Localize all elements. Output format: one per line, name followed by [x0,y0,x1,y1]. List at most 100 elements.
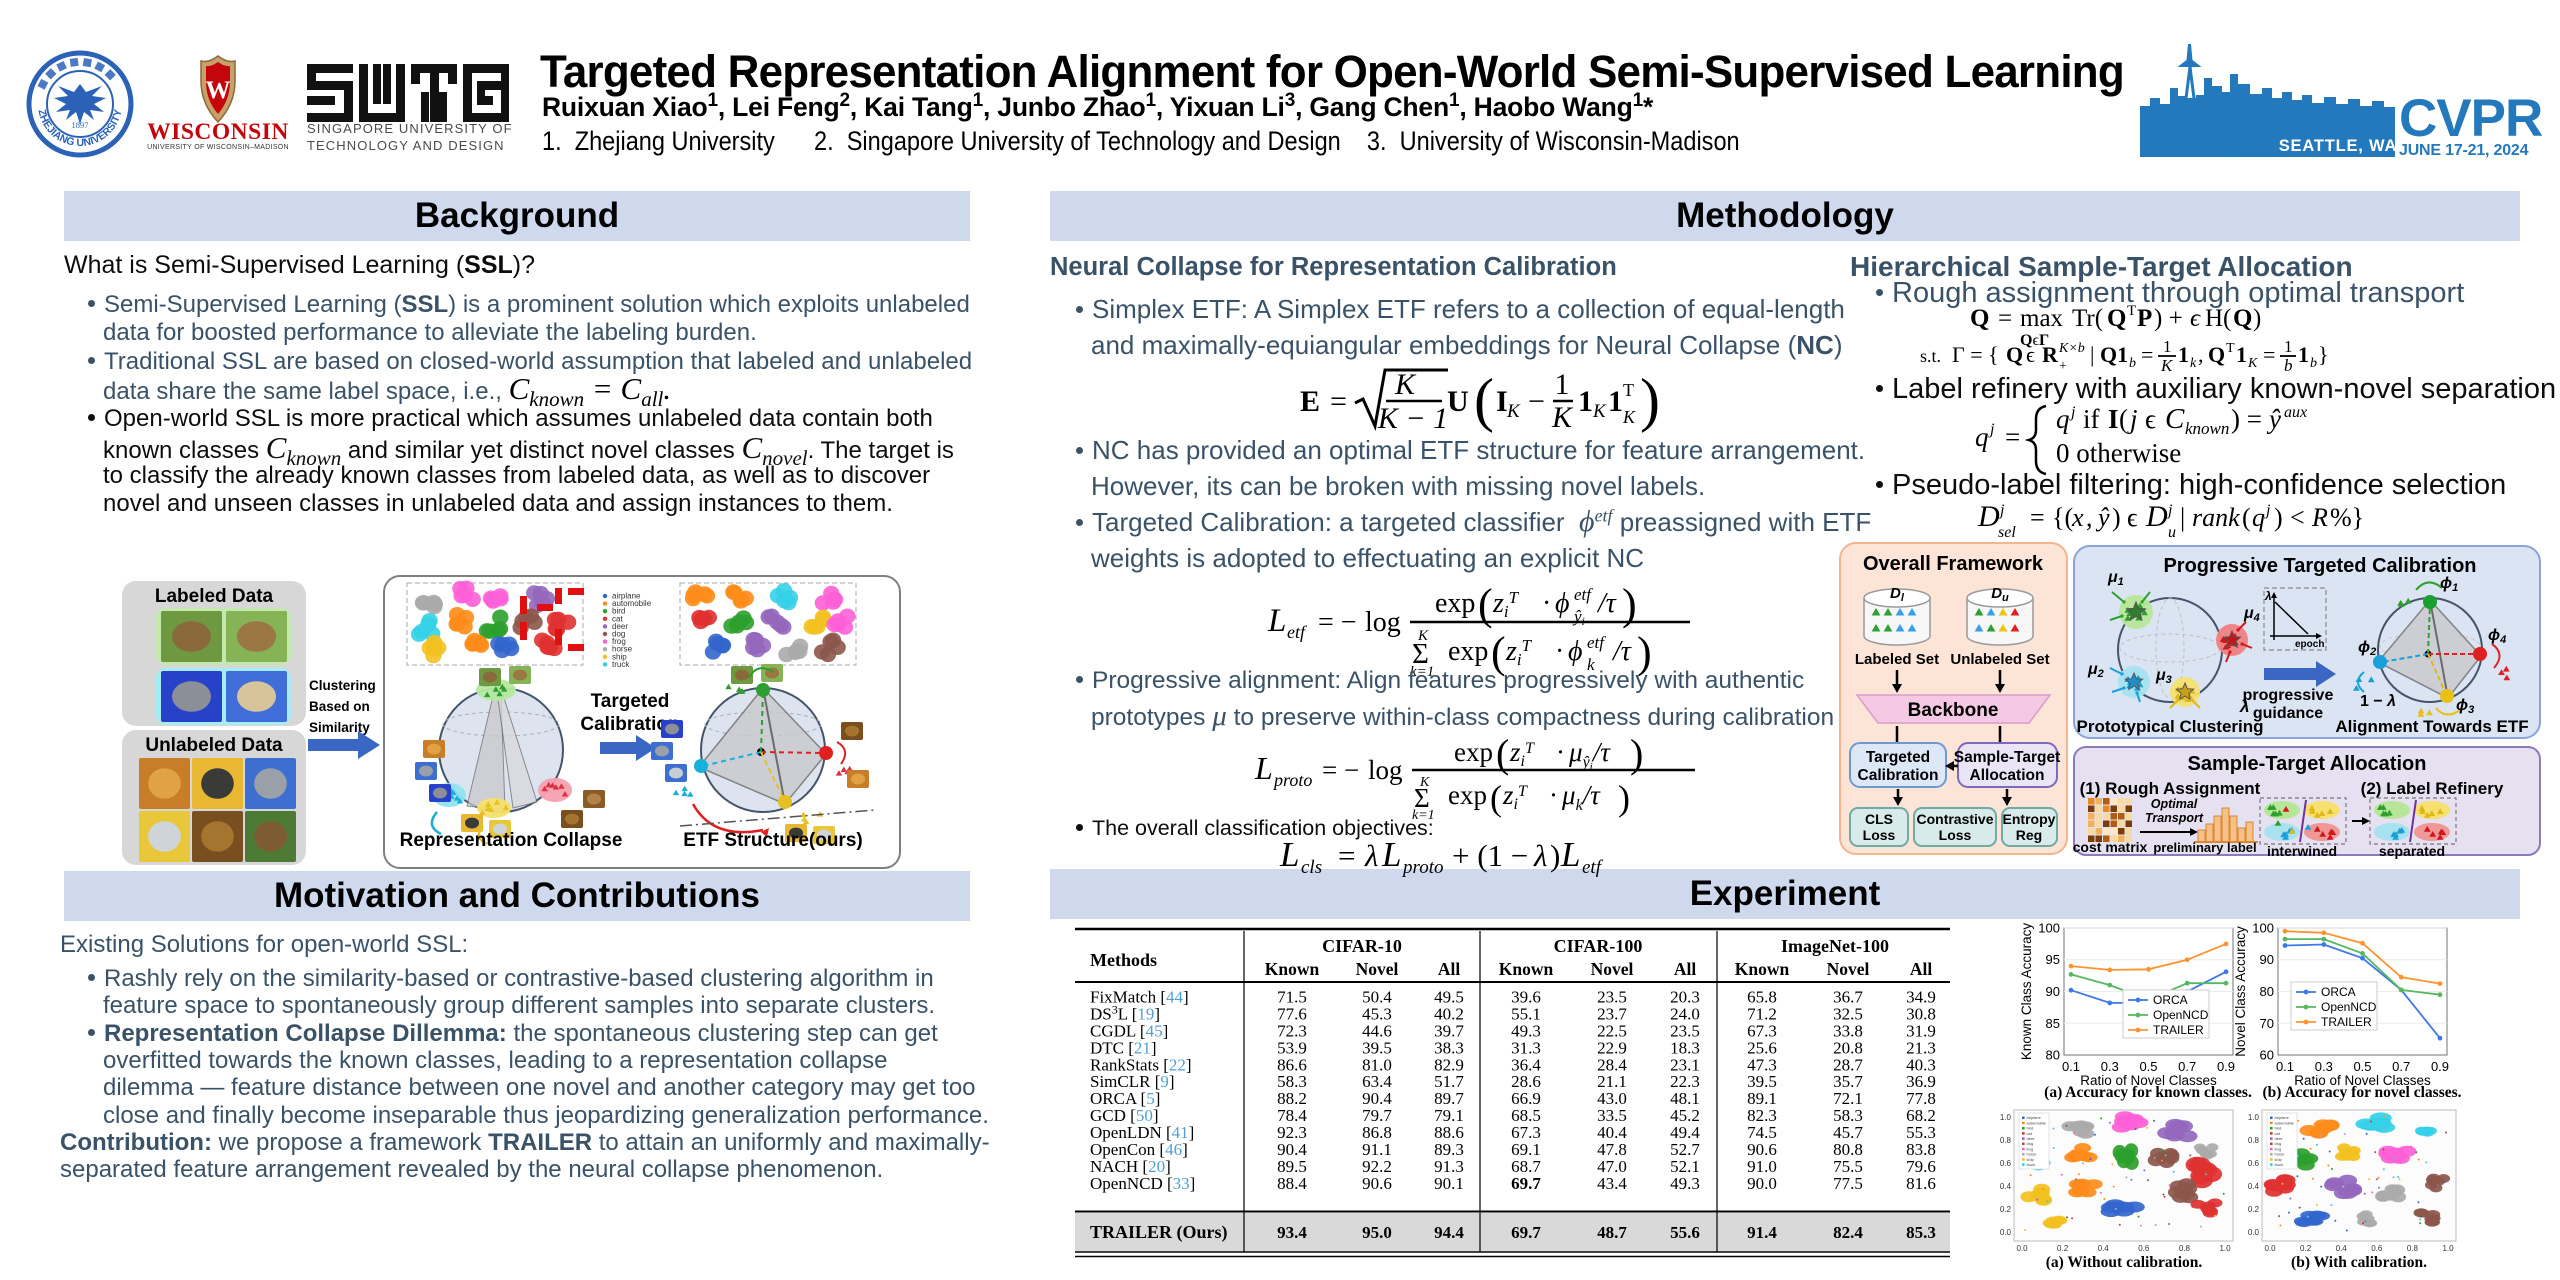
svg-text:34.9: 34.9 [1906,988,1936,1007]
svg-text:DTC [21]: DTC [21] [1090,1038,1157,1057]
svg-text:1: 1 [1555,368,1570,401]
svg-text:): ) [2274,503,2283,532]
svg-text:CIFAR-10: CIFAR-10 [1322,936,1402,956]
svg-text:R: R [2042,342,2059,367]
svg-text:=: = [1338,838,1355,873]
svg-text:deer: deer [2275,1136,2284,1141]
svg-text:83.8: 83.8 [1906,1140,1936,1159]
svg-text:0.2: 0.2 [2248,1205,2260,1214]
svg-text:1: 1 [2236,342,2247,367]
svg-text:K: K [1394,368,1417,401]
svg-text:=: = [1998,305,2012,332]
svg-text:OpenCon [46]: OpenCon [46] [1090,1140,1188,1159]
svg-text:·: · [1555,636,1564,667]
svg-text:20.3: 20.3 [1670,988,1700,1007]
svg-text:66.9: 66.9 [1511,1089,1541,1108]
svg-text:UNIVERSITY OF WISCONSIN–MADISO: UNIVERSITY OF WISCONSIN–MADISON [147,144,289,151]
svg-text:etf: etf [1587,633,1606,652]
svg-text:Labeled Set: Labeled Set [1855,651,1939,668]
svg-text:ŷ: ŷ [2266,404,2281,434]
svg-text:K − 1: K − 1 [1377,402,1448,435]
svg-text:39.6: 39.6 [1511,988,1541,1007]
svg-text:dog: dog [2275,1141,2282,1146]
svg-text:79.1: 79.1 [1434,1106,1464,1125]
svg-text:ϵ: ϵ [2145,404,2156,434]
svg-text:SEATTLE, WA: SEATTLE, WA [2279,137,2398,155]
svg-text:proto: proto [1272,770,1312,790]
svg-text:28.6: 28.6 [1511,1072,1541,1091]
svg-text:horse: horse [2275,1152,2286,1157]
svg-text:23.5: 23.5 [1670,1021,1700,1040]
svg-text:if: if [2083,404,2100,434]
svg-text:(b) Accuracy for novel classes: (b) Accuracy for novel classes. [2262,1084,2461,1101]
svg-text:j: j [1988,421,1995,438]
svg-text:C: C [2165,403,2185,435]
svg-text:72.1: 72.1 [1833,1089,1863,1108]
svg-text:1: 1 [2284,337,2293,356]
svg-text:rank: rank [2192,503,2240,532]
svg-text:Σ: Σ [1412,638,1429,670]
svg-text:0.3: 0.3 [2101,1059,2119,1074]
svg-text:88.2: 88.2 [1277,1089,1307,1108]
svg-text:u: u [2168,524,2176,541]
svg-text:0.5: 0.5 [2353,1059,2371,1074]
svg-text:Q: Q [2208,342,2225,367]
svg-text:): ) [1618,778,1630,818]
svg-text:Backbone: Backbone [1908,700,1999,721]
svg-text:Targeted: Targeted [1866,749,1930,766]
svg-text:L: L [1560,835,1580,874]
svg-text:36.7: 36.7 [1833,988,1863,1007]
svg-text:71.2: 71.2 [1747,1005,1777,1024]
svg-text:truck: truck [612,660,630,669]
svg-text:ORCA [5]: ORCA [5] [1090,1089,1160,1108]
svg-text:q: q [2056,404,2070,434]
svg-text:x: x [2071,503,2084,532]
svg-text:0.7: 0.7 [2392,1059,2410,1074]
svg-text:79.7: 79.7 [1362,1106,1392,1125]
svg-text:48.1: 48.1 [1670,1089,1700,1108]
svg-text:K: K [1417,628,1429,644]
svg-text:Q1: Q1 [2100,342,2128,367]
svg-text:) +: ) + [2154,305,2183,332]
svg-text:ϕ: ϕ [1555,588,1570,619]
svg-text:All: All [1910,959,1933,979]
svg-text:0.2: 0.2 [2300,1244,2312,1253]
svg-text:39.7: 39.7 [1434,1021,1464,1040]
svg-text:=: = [1330,385,1347,418]
svg-text:λ: λ [1533,838,1547,873]
svg-text:ϵ: ϵ [2026,342,2035,367]
svg-text:0.4: 0.4 [2248,1182,2260,1191]
svg-text:Contrastive: Contrastive [1916,811,1993,827]
svg-text:1.0: 1.0 [2000,1113,2012,1122]
svg-text:b: b [2284,356,2293,375]
svg-text:TECHNOLOGY AND DESIGN: TECHNOLOGY AND DESIGN [307,138,505,153]
svg-text:22.5: 22.5 [1597,1021,1627,1040]
svg-text:K: K [1551,401,1574,434]
svg-text:23.7: 23.7 [1597,1005,1627,1024]
svg-text:Known: Known [1499,959,1554,979]
svg-text:72.3: 72.3 [1277,1021,1307,1040]
svg-text:OpenNCD: OpenNCD [2153,1008,2209,1022]
svg-text:43.0: 43.0 [1597,1089,1627,1108]
svg-text:0.6: 0.6 [2000,1159,2012,1168]
svg-text:TRAILER: TRAILER [2321,1015,2372,1029]
svg-text:L: L [1381,835,1401,874]
svg-text:): ) [1630,731,1643,776]
svg-text:0.8: 0.8 [2407,1244,2419,1253]
svg-text:90.1: 90.1 [1434,1174,1464,1193]
svg-text:proto: proto [1401,857,1443,878]
svg-text:j: j [1998,502,2005,519]
svg-text:1 − λ: 1 − λ [2360,693,2396,710]
svg-text:progressive: progressive [2243,687,2334,704]
svg-text:Calibration: Calibration [580,714,679,735]
svg-text:): ) [2253,305,2261,332]
svg-text:/τ: /τ [1596,588,1617,619]
svg-text:0.4: 0.4 [2000,1182,2012,1191]
svg-text:T: T [1623,380,1634,400]
svg-text:38.3: 38.3 [1434,1038,1464,1057]
svg-text:|: | [2090,342,2094,367]
svg-text:31.3: 31.3 [1511,1038,1541,1057]
svg-text:21.3: 21.3 [1906,1038,1936,1057]
svg-text:40.2: 40.2 [1434,1005,1464,1024]
svg-text:88.4: 88.4 [1277,1174,1307,1193]
